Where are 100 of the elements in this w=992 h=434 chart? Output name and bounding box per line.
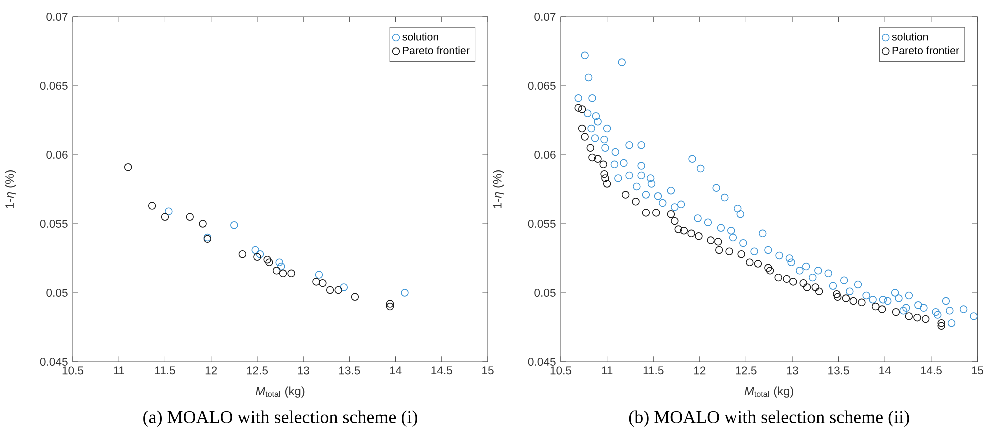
x-tick-label: 13.5: [340, 366, 360, 375]
x-tick-label: 13.5: [828, 366, 850, 375]
x-tick-label: 15: [482, 366, 494, 375]
y-tick-label: 0.045: [40, 358, 68, 366]
legend-label: Pareto frontier: [403, 46, 470, 55]
point: [878, 306, 886, 314]
point: [266, 258, 274, 266]
point: [790, 278, 798, 286]
x-tick-label: 12: [694, 366, 706, 375]
point: [386, 300, 394, 308]
point: [334, 286, 342, 294]
point: [199, 220, 207, 228]
point: [764, 264, 772, 272]
point: [688, 230, 696, 238]
point: [276, 258, 284, 266]
point: [124, 164, 132, 172]
point: [905, 312, 914, 320]
point: [938, 319, 946, 328]
point: [738, 250, 746, 258]
point: [800, 279, 808, 288]
point: [148, 202, 156, 210]
point: [671, 217, 679, 226]
y-tick-label: 0.055: [40, 220, 68, 228]
x-tick-label: 11: [114, 366, 124, 374]
point: [574, 104, 582, 112]
y-axis-title: 1-η (%): [5, 170, 16, 208]
point: [600, 170, 608, 178]
x-tick-label: 10.5: [550, 366, 572, 375]
x-tick-label: 14: [390, 366, 402, 374]
point: [842, 294, 850, 302]
point: [288, 270, 296, 278]
point: [746, 258, 754, 266]
point: [278, 262, 286, 271]
point: [603, 180, 612, 188]
text: (b) MOALO with selection scheme (ii): [629, 410, 910, 428]
x-axis-title: M$_{total}$ (kg): [744, 386, 794, 398]
point: [386, 302, 394, 311]
point: [850, 297, 858, 306]
point: [602, 174, 610, 182]
point: [892, 308, 900, 316]
y-tick-label: 0.045: [528, 358, 556, 366]
point: [834, 293, 842, 301]
point: [230, 222, 238, 230]
point: [833, 290, 841, 298]
point: [680, 227, 688, 235]
point: [938, 322, 946, 330]
point: [312, 278, 320, 286]
y-tick-label: 0.07: [534, 12, 556, 21]
point: [401, 289, 409, 297]
x-axis-title: M$_{total}$ (kg): [256, 386, 305, 398]
point: [766, 267, 774, 275]
point: [632, 198, 640, 206]
y-axis-title: 1-η (%): [493, 170, 504, 208]
point: [922, 315, 930, 324]
y-tick-label: 0.05: [46, 288, 68, 297]
point: [272, 267, 281, 275]
point: [652, 209, 660, 217]
x-tick-label: 13: [787, 366, 798, 375]
point: [254, 253, 262, 261]
y-tick-label: 0.06: [46, 150, 68, 159]
point: [340, 284, 348, 292]
x-tick-label: 11: [602, 366, 613, 374]
legend-label: solution: [402, 32, 438, 41]
point: [315, 271, 324, 279]
point: [256, 250, 264, 258]
point: [600, 160, 608, 169]
x-tick-label: 12.5: [736, 366, 757, 375]
point: [715, 246, 724, 254]
point: [726, 248, 734, 256]
point: [707, 236, 715, 244]
x-tick-label: 12: [206, 366, 218, 375]
point: [774, 274, 782, 282]
point: [812, 284, 820, 292]
point: [264, 256, 272, 264]
point: [667, 210, 676, 218]
point: [588, 154, 596, 162]
point: [252, 246, 260, 254]
point: [326, 286, 334, 294]
text: (a) MOALO with selection scheme (i): [144, 410, 418, 428]
point: [161, 213, 170, 221]
point: [622, 191, 630, 199]
y-tick-label: 0.05: [534, 288, 556, 297]
point: [165, 208, 173, 216]
x-tick-label: 14.5: [432, 366, 452, 375]
point: [319, 279, 327, 288]
x-tick-label: 11.5: [644, 366, 664, 375]
x-tick-label: 14.5: [921, 366, 942, 375]
point: [754, 260, 762, 268]
y-tick-label: 0.065: [40, 82, 68, 90]
point: [238, 250, 247, 258]
x-tick-label: 12.5: [247, 366, 268, 375]
point: [914, 314, 922, 322]
point: [578, 106, 586, 114]
x-tick-label: 13: [298, 366, 310, 375]
point: [594, 155, 602, 163]
y-tick-label: 0.065: [528, 82, 556, 90]
legend-label: Pareto frontier: [892, 46, 960, 55]
point: [803, 284, 812, 292]
point: [872, 302, 880, 311]
point: [279, 270, 288, 278]
